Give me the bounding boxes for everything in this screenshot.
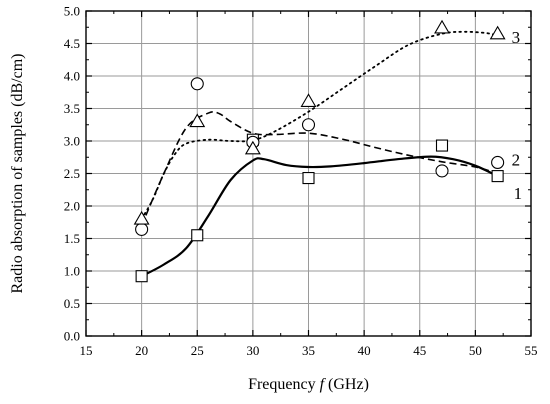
marker-circle xyxy=(491,155,505,169)
y-tick-label: 3.5 xyxy=(64,101,80,116)
y-tick-label: 3.0 xyxy=(64,134,80,149)
x-tick-label: 45 xyxy=(413,343,426,358)
curve-series-2 xyxy=(140,111,498,226)
grid xyxy=(86,11,531,336)
series-label-2: 2 xyxy=(512,150,521,169)
x-axis-label: Frequency f (GHz) xyxy=(248,376,369,393)
marker-circle xyxy=(301,118,316,132)
y-tick-label: 4.5 xyxy=(64,36,80,51)
marker-triangle xyxy=(244,140,261,155)
marker-triangle xyxy=(489,25,506,40)
series-label-1: 1 xyxy=(514,184,523,203)
marker-triangle xyxy=(300,93,317,107)
marker-triangle xyxy=(434,19,450,34)
x-tick-label: 25 xyxy=(191,343,204,358)
series-labels: 1 2 3 xyxy=(512,28,523,203)
marker-square xyxy=(135,270,148,283)
axis-ticks xyxy=(85,10,532,337)
marker-triangle xyxy=(189,113,206,128)
marker-circle xyxy=(190,77,204,91)
x-tick-label: 20 xyxy=(135,343,148,358)
marker-square xyxy=(302,172,315,185)
marker-square xyxy=(491,170,504,183)
y-tick-label: 0.5 xyxy=(64,296,80,311)
x-tick-label: 50 xyxy=(469,343,482,358)
x-tick-label: 35 xyxy=(302,343,315,358)
marker-circle xyxy=(435,164,449,178)
x-tick-label: 40 xyxy=(358,343,371,358)
y-tick-label: 0.0 xyxy=(64,329,80,344)
x-tick-label: 30 xyxy=(246,343,259,358)
data-markers xyxy=(133,19,506,283)
x-tick-label: 15 xyxy=(80,343,93,358)
y-tick-label: 2.0 xyxy=(64,199,80,214)
marker-square xyxy=(435,139,449,152)
marker-square xyxy=(191,229,204,242)
y-axis-label: Radio absorption of samples (dB/cm) xyxy=(9,54,26,294)
y-tick-label: 4.0 xyxy=(64,69,80,84)
y-tick-label: 5.0 xyxy=(64,4,80,19)
series-label-3: 3 xyxy=(512,28,521,47)
tick-labels: 15 20 25 30 35 40 45 50 55 0.0 0.5 1.0 1.5 2.0 2.5 3.0 3… xyxy=(64,4,538,359)
marker-triangle xyxy=(133,210,150,225)
y-tick-label: 2.5 xyxy=(64,166,80,181)
y-tick-label: 1.0 xyxy=(64,264,80,279)
y-tick-label: 1.5 xyxy=(64,231,80,246)
marker-circle xyxy=(135,222,149,236)
x-tick-label: 55 xyxy=(525,343,538,358)
